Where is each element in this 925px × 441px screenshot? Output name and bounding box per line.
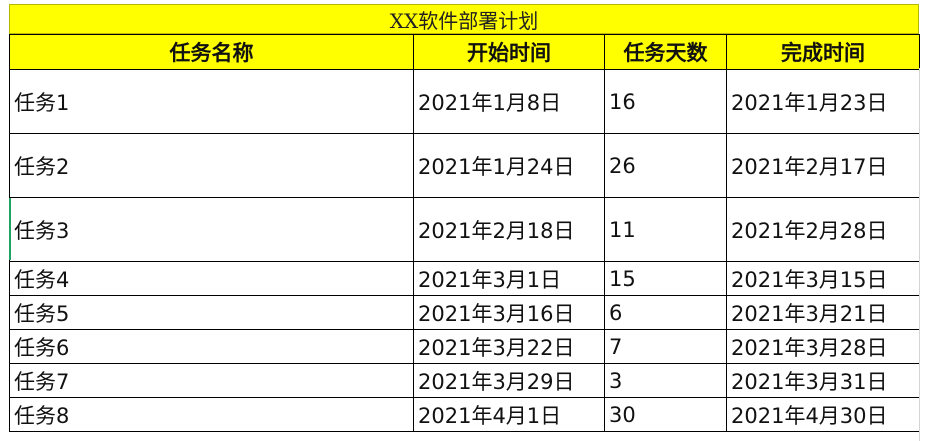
table-row: 任务3 2021年2月18日 11 2021年2月28日 — [9, 197, 920, 262]
end-time-cell[interactable]: 2021年2月17日 — [726, 133, 920, 198]
header-row: 任务名称 开始时间 任务天数 完成时间 — [9, 34, 920, 70]
start-time-cell[interactable]: 2021年3月16日 — [413, 295, 605, 330]
task-name-cell[interactable]: 任务3 — [9, 197, 414, 262]
end-time-cell[interactable]: 2021年2月28日 — [726, 197, 920, 262]
table-row: 任务8 2021年4月1日 30 2021年4月30日 — [9, 397, 920, 432]
task-days-cell[interactable]: 11 — [604, 197, 727, 262]
table-row: 任务6 2021年3月22日 7 2021年3月28日 — [9, 329, 920, 364]
table-row: 任务4 2021年3月1日 15 2021年3月15日 — [9, 261, 920, 296]
end-time-cell[interactable]: 2021年3月21日 — [726, 295, 920, 330]
task-days-cell[interactable]: 26 — [604, 133, 727, 198]
start-time-cell[interactable]: 2021年3月22日 — [413, 329, 605, 364]
task-name-cell[interactable]: 任务5 — [9, 295, 414, 330]
sheet-title-cell[interactable]: XX软件部署计划 — [9, 4, 919, 34]
task-name-cell[interactable]: 任务6 — [9, 329, 414, 364]
task-days-cell[interactable]: 16 — [604, 69, 727, 134]
task-days-cell[interactable]: 6 — [604, 295, 727, 330]
table-row: 任务2 2021年1月24日 26 2021年2月17日 — [9, 133, 920, 198]
table-row: 任务1 2021年1月8日 16 2021年1月23日 — [9, 69, 920, 134]
task-name-cell[interactable]: 任务2 — [9, 133, 414, 198]
start-time-cell[interactable]: 2021年4月1日 — [413, 397, 605, 432]
spreadsheet: XX软件部署计划 任务名称 开始时间 任务天数 完成时间 任务1 2021年1月… — [9, 4, 920, 432]
gridline — [919, 68, 920, 441]
start-time-cell[interactable]: 2021年2月18日 — [413, 197, 605, 262]
end-time-cell[interactable]: 2021年3月15日 — [726, 261, 920, 296]
task-days-cell[interactable]: 3 — [604, 363, 727, 398]
start-time-cell[interactable]: 2021年3月1日 — [413, 261, 605, 296]
header-task-name[interactable]: 任务名称 — [9, 34, 414, 70]
header-start-time[interactable]: 开始时间 — [413, 34, 605, 70]
header-end-time[interactable]: 完成时间 — [726, 34, 920, 70]
end-time-cell[interactable]: 2021年3月31日 — [726, 363, 920, 398]
task-days-cell[interactable]: 30 — [604, 397, 727, 432]
end-time-cell[interactable]: 2021年1月23日 — [726, 69, 920, 134]
sheet-title: XX软件部署计划 — [389, 8, 539, 33]
start-time-cell[interactable]: 2021年1月24日 — [413, 133, 605, 198]
task-days-cell[interactable]: 7 — [604, 329, 727, 364]
task-name-cell[interactable]: 任务1 — [9, 69, 414, 134]
end-time-cell[interactable]: 2021年4月30日 — [726, 397, 920, 432]
task-days-cell[interactable]: 15 — [604, 261, 727, 296]
table-row: 任务5 2021年3月16日 6 2021年3月21日 — [9, 295, 920, 330]
header-task-days[interactable]: 任务天数 — [604, 34, 727, 70]
task-name-cell[interactable]: 任务4 — [9, 261, 414, 296]
active-cell-marker — [9, 198, 11, 260]
task-name-cell[interactable]: 任务7 — [9, 363, 414, 398]
task-table: 任务名称 开始时间 任务天数 完成时间 任务1 2021年1月8日 16 202… — [9, 34, 920, 432]
end-time-cell[interactable]: 2021年3月28日 — [726, 329, 920, 364]
task-name-cell[interactable]: 任务8 — [9, 397, 414, 432]
table-row: 任务7 2021年3月29日 3 2021年3月31日 — [9, 363, 920, 398]
start-time-cell[interactable]: 2021年1月8日 — [413, 69, 605, 134]
start-time-cell[interactable]: 2021年3月29日 — [413, 363, 605, 398]
